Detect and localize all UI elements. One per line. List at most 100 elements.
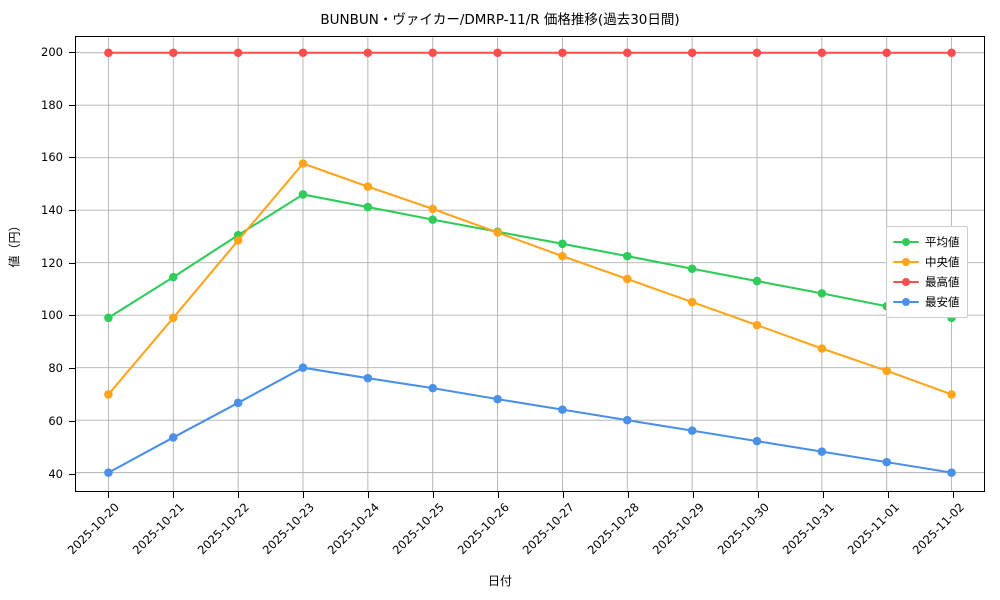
x-tick-label: 2025-10-29 xyxy=(649,500,707,558)
data-point xyxy=(298,48,308,58)
data-point xyxy=(882,457,892,467)
data-point xyxy=(622,251,632,261)
data-point xyxy=(947,468,956,477)
series-line xyxy=(107,162,953,396)
y-tick-label: 200 xyxy=(41,44,63,59)
data-point xyxy=(168,433,178,442)
data-point xyxy=(882,48,892,58)
y-tick-mark xyxy=(69,51,75,53)
data-point xyxy=(752,276,762,286)
legend-dot-icon xyxy=(902,238,910,246)
data-point xyxy=(752,436,762,446)
data-point xyxy=(752,320,762,330)
x-tick-mark xyxy=(302,492,304,498)
legend-item[interactable]: 平均値 xyxy=(893,232,960,252)
chart-title: BUNBUN・ヴァイカー/DMRP-11/R 価格推移(過去30日間) xyxy=(320,12,680,28)
data-point xyxy=(687,48,697,58)
data-point xyxy=(817,447,827,456)
data-point xyxy=(168,313,178,323)
data-point xyxy=(947,390,956,399)
x-tick-label: 2025-10-24 xyxy=(324,500,382,558)
data-point xyxy=(558,251,567,261)
y-tick-label: 60 xyxy=(48,413,63,428)
x-tick-label: 2025-10-26 xyxy=(454,500,512,558)
data-point xyxy=(168,272,178,282)
data-point xyxy=(687,264,697,274)
legend-dot-icon xyxy=(902,278,910,286)
data-point xyxy=(233,48,243,58)
y-axis-tick-labels: 40 60 80 100 120 140 160 180 200 xyxy=(0,36,63,492)
data-point xyxy=(428,204,438,214)
x-tick-mark xyxy=(822,492,824,498)
data-point xyxy=(363,202,373,212)
data-point xyxy=(104,313,113,323)
x-tick-mark xyxy=(172,492,174,498)
legend-dot-icon xyxy=(902,258,910,266)
data-point xyxy=(817,48,827,58)
legend-item[interactable]: 中央値 xyxy=(893,252,960,272)
plot-area xyxy=(75,36,985,492)
x-tick-label: 2025-11-01 xyxy=(844,500,902,558)
data-point xyxy=(558,48,567,58)
x-tick-label: 2025-10-25 xyxy=(389,500,447,558)
x-tick-mark xyxy=(107,492,109,498)
data-point xyxy=(298,190,308,199)
y-tick-label: 160 xyxy=(41,150,63,165)
data-point xyxy=(752,48,762,58)
legend-swatch-icon xyxy=(893,295,919,309)
data-point xyxy=(104,48,113,58)
data-point xyxy=(493,48,502,58)
legend-item[interactable]: 最高値 xyxy=(893,272,960,292)
legend-label: 最高値 xyxy=(925,275,960,289)
data-point xyxy=(687,297,697,307)
data-point xyxy=(687,426,697,435)
y-tick-mark xyxy=(69,209,75,211)
legend-label: 中央値 xyxy=(925,255,960,269)
y-tick-mark xyxy=(69,262,75,264)
legend-item[interactable]: 最安値 xyxy=(893,292,960,312)
data-point xyxy=(622,48,632,58)
x-tick-mark xyxy=(757,492,759,498)
data-point xyxy=(428,383,438,393)
x-tick-label: 2025-10-23 xyxy=(259,500,317,558)
y-tick-mark xyxy=(69,315,75,317)
data-point xyxy=(817,289,827,298)
data-point xyxy=(104,468,113,477)
x-tick-mark xyxy=(497,492,499,498)
x-tick-mark xyxy=(367,492,369,498)
legend-swatch-icon xyxy=(893,235,919,249)
x-tick-label: 2025-10-21 xyxy=(129,500,187,558)
legend-swatch-icon xyxy=(893,275,919,289)
data-point xyxy=(558,405,567,414)
x-tick-label: 2025-10-28 xyxy=(584,500,642,558)
data-point xyxy=(363,373,373,383)
y-tick-label: 140 xyxy=(41,202,63,217)
x-tick-label: 2025-10-31 xyxy=(779,500,837,558)
series-lines xyxy=(104,48,956,477)
x-tick-label: 2025-10-27 xyxy=(519,500,577,558)
y-tick-mark xyxy=(69,368,75,370)
x-axis-label: 日付 xyxy=(487,574,512,588)
x-tick-mark xyxy=(692,492,694,498)
y-tick-label: 120 xyxy=(41,255,63,270)
data-point xyxy=(493,228,502,237)
x-tick-mark xyxy=(562,492,564,498)
y-tick-mark xyxy=(69,473,75,475)
data-point xyxy=(104,390,113,399)
legend-label: 平均値 xyxy=(925,235,960,249)
x-tick-mark xyxy=(627,492,629,498)
data-point xyxy=(168,48,178,58)
y-tick-label: 80 xyxy=(48,361,63,376)
x-tick-label: 2025-11-02 xyxy=(909,500,967,558)
x-axis-tick-marks xyxy=(75,492,985,499)
chart-legend[interactable]: 平均値中央値最高値最安値 xyxy=(886,226,968,318)
data-point xyxy=(233,398,243,408)
data-point xyxy=(817,344,827,353)
legend-swatch-icon xyxy=(893,255,919,269)
series-line xyxy=(107,193,953,319)
x-tick-label: 2025-10-22 xyxy=(194,500,252,558)
data-point xyxy=(947,48,956,58)
y-tick-mark xyxy=(69,104,75,106)
x-tick-mark xyxy=(432,492,434,498)
x-tick-label: 2025-10-20 xyxy=(64,500,122,558)
